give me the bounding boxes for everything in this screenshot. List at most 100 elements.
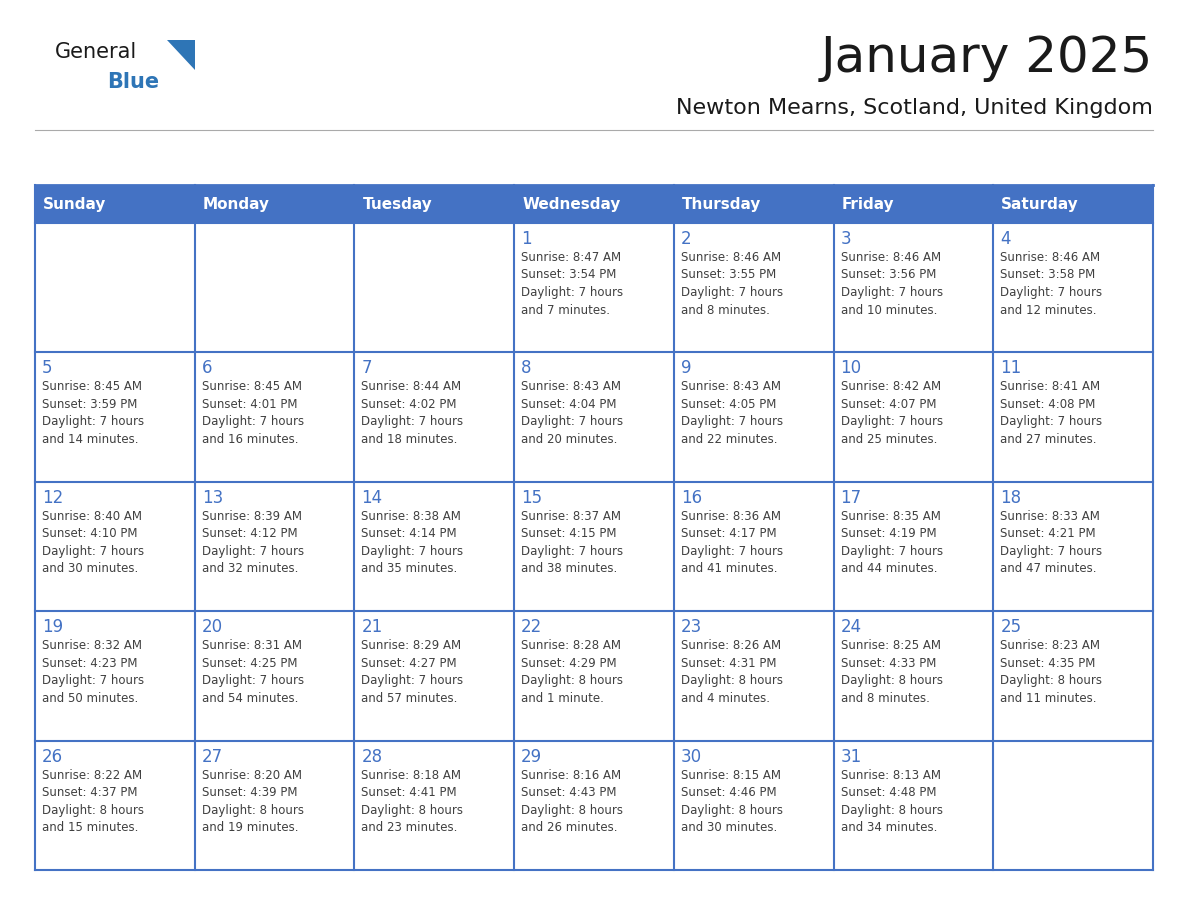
Text: Monday: Monday	[203, 196, 270, 211]
Text: 5: 5	[42, 360, 52, 377]
Bar	[993, 741, 1154, 870]
Bar	[195, 611, 354, 741]
Bar	[993, 353, 1154, 482]
Bar	[514, 482, 674, 611]
Bar	[834, 223, 993, 353]
Bar	[993, 185, 1154, 223]
Bar	[514, 741, 674, 870]
Text: 28: 28	[361, 747, 383, 766]
Text: 19: 19	[42, 618, 63, 636]
Text: Sunrise: 8:43 AM
Sunset: 4:04 PM
Daylight: 7 hours
and 20 minutes.: Sunrise: 8:43 AM Sunset: 4:04 PM Dayligh…	[522, 380, 624, 446]
Text: 23: 23	[681, 618, 702, 636]
Text: 3: 3	[841, 230, 851, 248]
Text: Newton Mearns, Scotland, United Kingdom: Newton Mearns, Scotland, United Kingdom	[676, 98, 1154, 118]
Bar	[834, 353, 993, 482]
Bar	[514, 611, 674, 741]
Text: Sunrise: 8:29 AM
Sunset: 4:27 PM
Daylight: 7 hours
and 57 minutes.: Sunrise: 8:29 AM Sunset: 4:27 PM Dayligh…	[361, 639, 463, 705]
Text: Sunrise: 8:25 AM
Sunset: 4:33 PM
Daylight: 8 hours
and 8 minutes.: Sunrise: 8:25 AM Sunset: 4:33 PM Dayligh…	[841, 639, 942, 705]
Bar	[834, 482, 993, 611]
Text: 21: 21	[361, 618, 383, 636]
Bar	[195, 223, 354, 353]
Bar	[195, 482, 354, 611]
Bar	[834, 741, 993, 870]
Bar	[993, 482, 1154, 611]
Text: 9: 9	[681, 360, 691, 377]
Text: 6: 6	[202, 360, 213, 377]
Text: 29: 29	[522, 747, 542, 766]
Text: 31: 31	[841, 747, 861, 766]
Bar	[354, 611, 514, 741]
Text: Sunrise: 8:23 AM
Sunset: 4:35 PM
Daylight: 8 hours
and 11 minutes.: Sunrise: 8:23 AM Sunset: 4:35 PM Dayligh…	[1000, 639, 1102, 705]
Text: Wednesday: Wednesday	[523, 196, 620, 211]
Text: 17: 17	[841, 488, 861, 507]
Bar	[834, 611, 993, 741]
Text: 18: 18	[1000, 488, 1022, 507]
Text: Friday: Friday	[841, 196, 895, 211]
Bar	[354, 223, 514, 353]
Bar	[354, 741, 514, 870]
Text: Sunrise: 8:36 AM
Sunset: 4:17 PM
Daylight: 7 hours
and 41 minutes.: Sunrise: 8:36 AM Sunset: 4:17 PM Dayligh…	[681, 509, 783, 576]
Text: Sunrise: 8:15 AM
Sunset: 4:46 PM
Daylight: 8 hours
and 30 minutes.: Sunrise: 8:15 AM Sunset: 4:46 PM Dayligh…	[681, 768, 783, 834]
Text: General: General	[55, 42, 138, 62]
Text: Sunrise: 8:46 AM
Sunset: 3:56 PM
Daylight: 7 hours
and 10 minutes.: Sunrise: 8:46 AM Sunset: 3:56 PM Dayligh…	[841, 251, 943, 317]
Text: 24: 24	[841, 618, 861, 636]
Bar	[514, 185, 674, 223]
Text: Sunrise: 8:43 AM
Sunset: 4:05 PM
Daylight: 7 hours
and 22 minutes.: Sunrise: 8:43 AM Sunset: 4:05 PM Dayligh…	[681, 380, 783, 446]
Text: Blue: Blue	[107, 72, 159, 92]
Text: Sunrise: 8:16 AM
Sunset: 4:43 PM
Daylight: 8 hours
and 26 minutes.: Sunrise: 8:16 AM Sunset: 4:43 PM Dayligh…	[522, 768, 624, 834]
Bar	[34, 223, 195, 353]
Text: Sunrise: 8:35 AM
Sunset: 4:19 PM
Daylight: 7 hours
and 44 minutes.: Sunrise: 8:35 AM Sunset: 4:19 PM Dayligh…	[841, 509, 943, 576]
Text: Sunrise: 8:32 AM
Sunset: 4:23 PM
Daylight: 7 hours
and 50 minutes.: Sunrise: 8:32 AM Sunset: 4:23 PM Dayligh…	[42, 639, 144, 705]
Text: 14: 14	[361, 488, 383, 507]
Bar	[34, 353, 195, 482]
Bar	[195, 185, 354, 223]
Bar	[354, 353, 514, 482]
Bar	[34, 611, 195, 741]
Text: 25: 25	[1000, 618, 1022, 636]
Text: Sunrise: 8:39 AM
Sunset: 4:12 PM
Daylight: 7 hours
and 32 minutes.: Sunrise: 8:39 AM Sunset: 4:12 PM Dayligh…	[202, 509, 304, 576]
Bar	[354, 482, 514, 611]
Text: Sunrise: 8:47 AM
Sunset: 3:54 PM
Daylight: 7 hours
and 7 minutes.: Sunrise: 8:47 AM Sunset: 3:54 PM Dayligh…	[522, 251, 624, 317]
Text: Sunrise: 8:22 AM
Sunset: 4:37 PM
Daylight: 8 hours
and 15 minutes.: Sunrise: 8:22 AM Sunset: 4:37 PM Dayligh…	[42, 768, 144, 834]
Text: Sunrise: 8:44 AM
Sunset: 4:02 PM
Daylight: 7 hours
and 18 minutes.: Sunrise: 8:44 AM Sunset: 4:02 PM Dayligh…	[361, 380, 463, 446]
Bar	[674, 223, 834, 353]
Text: Sunrise: 8:18 AM
Sunset: 4:41 PM
Daylight: 8 hours
and 23 minutes.: Sunrise: 8:18 AM Sunset: 4:41 PM Dayligh…	[361, 768, 463, 834]
Text: 8: 8	[522, 360, 532, 377]
Bar	[514, 353, 674, 482]
Text: Tuesday: Tuesday	[362, 196, 432, 211]
Text: Saturday: Saturday	[1001, 196, 1079, 211]
Text: Sunrise: 8:41 AM
Sunset: 4:08 PM
Daylight: 7 hours
and 27 minutes.: Sunrise: 8:41 AM Sunset: 4:08 PM Dayligh…	[1000, 380, 1102, 446]
Text: January 2025: January 2025	[821, 34, 1154, 82]
Bar	[993, 223, 1154, 353]
Bar	[195, 741, 354, 870]
Text: 2: 2	[681, 230, 691, 248]
Text: Sunrise: 8:33 AM
Sunset: 4:21 PM
Daylight: 7 hours
and 47 minutes.: Sunrise: 8:33 AM Sunset: 4:21 PM Dayligh…	[1000, 509, 1102, 576]
Bar	[34, 482, 195, 611]
Text: 11: 11	[1000, 360, 1022, 377]
Bar	[34, 741, 195, 870]
Text: 30: 30	[681, 747, 702, 766]
Bar	[34, 185, 195, 223]
Text: Sunrise: 8:38 AM
Sunset: 4:14 PM
Daylight: 7 hours
and 35 minutes.: Sunrise: 8:38 AM Sunset: 4:14 PM Dayligh…	[361, 509, 463, 576]
Bar	[674, 353, 834, 482]
Text: 20: 20	[202, 618, 223, 636]
Text: 27: 27	[202, 747, 223, 766]
Text: Sunrise: 8:46 AM
Sunset: 3:58 PM
Daylight: 7 hours
and 12 minutes.: Sunrise: 8:46 AM Sunset: 3:58 PM Dayligh…	[1000, 251, 1102, 317]
Text: 12: 12	[42, 488, 63, 507]
Text: Sunrise: 8:20 AM
Sunset: 4:39 PM
Daylight: 8 hours
and 19 minutes.: Sunrise: 8:20 AM Sunset: 4:39 PM Dayligh…	[202, 768, 304, 834]
Text: Sunrise: 8:46 AM
Sunset: 3:55 PM
Daylight: 7 hours
and 8 minutes.: Sunrise: 8:46 AM Sunset: 3:55 PM Dayligh…	[681, 251, 783, 317]
Bar	[195, 353, 354, 482]
Text: 1: 1	[522, 230, 532, 248]
Text: 4: 4	[1000, 230, 1011, 248]
Text: 13: 13	[202, 488, 223, 507]
Bar	[674, 482, 834, 611]
Bar	[354, 185, 514, 223]
Text: Sunrise: 8:40 AM
Sunset: 4:10 PM
Daylight: 7 hours
and 30 minutes.: Sunrise: 8:40 AM Sunset: 4:10 PM Dayligh…	[42, 509, 144, 576]
Bar	[674, 185, 834, 223]
Text: Sunday: Sunday	[43, 196, 107, 211]
Text: Sunrise: 8:28 AM
Sunset: 4:29 PM
Daylight: 8 hours
and 1 minute.: Sunrise: 8:28 AM Sunset: 4:29 PM Dayligh…	[522, 639, 624, 705]
Text: 15: 15	[522, 488, 542, 507]
Bar	[674, 611, 834, 741]
Bar	[993, 611, 1154, 741]
Polygon shape	[168, 40, 195, 70]
